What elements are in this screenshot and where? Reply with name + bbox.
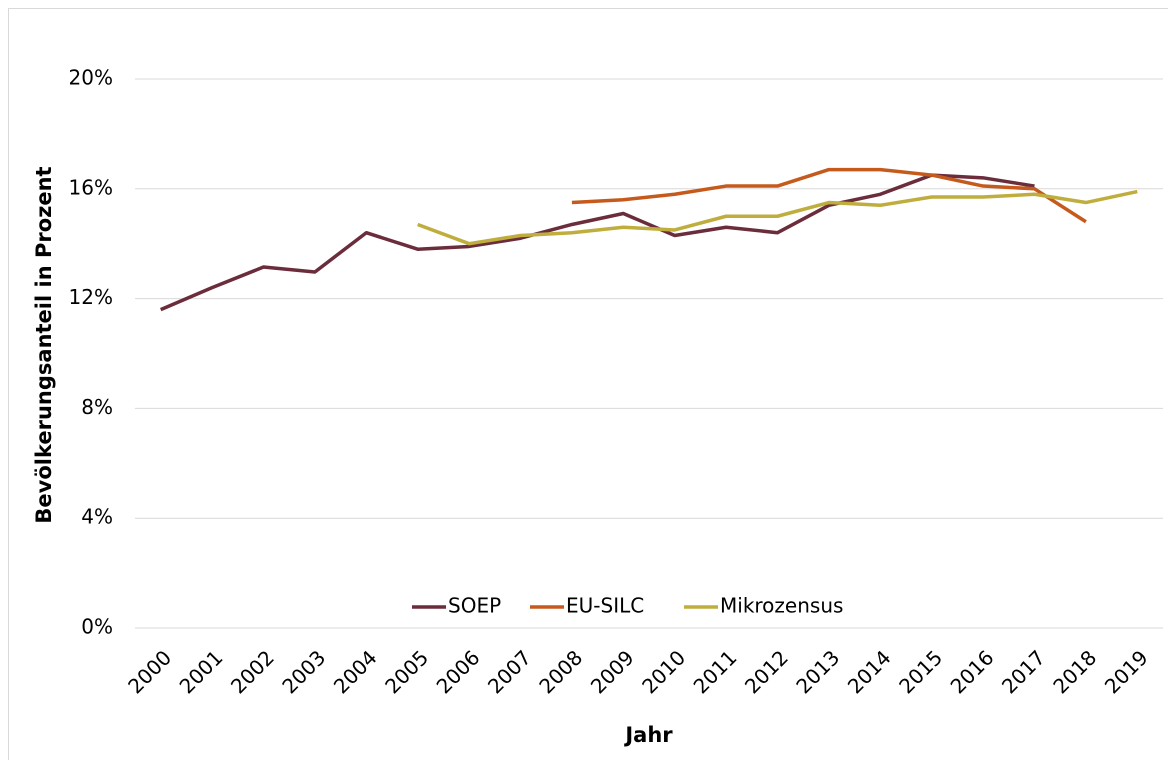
y-tick-label: 0% — [81, 615, 113, 639]
y-tick-label: 4% — [81, 505, 113, 529]
legend-label: EU-SILC — [566, 594, 644, 618]
series-line — [160, 173, 1035, 312]
y-axis-title: Bevölkerungsanteil in Prozent — [32, 166, 56, 523]
x-axis-title: Jahr — [623, 723, 673, 747]
y-tick-label: 20% — [69, 66, 113, 90]
chart-frame — [8, 8, 1168, 760]
y-tick-label: 16% — [69, 175, 113, 199]
legend-label: SOEP — [448, 594, 501, 618]
y-tick-label: 12% — [69, 285, 113, 309]
series-line — [571, 167, 1087, 224]
legend-label: Mikrozensus — [720, 594, 843, 618]
series-line — [417, 189, 1138, 246]
y-tick-label: 8% — [81, 395, 113, 419]
